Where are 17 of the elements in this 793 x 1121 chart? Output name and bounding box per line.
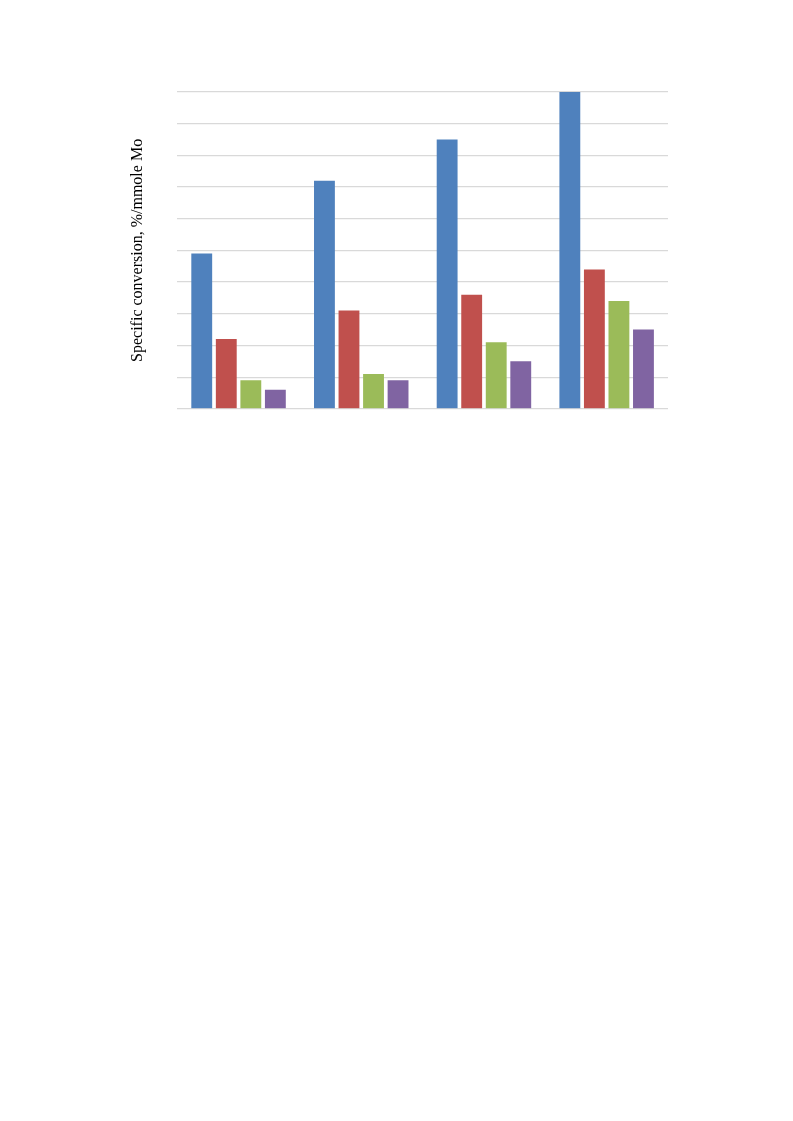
bar xyxy=(363,373,384,409)
bar xyxy=(314,180,335,409)
bar xyxy=(436,139,458,409)
bar xyxy=(485,342,507,409)
bar xyxy=(191,253,213,409)
bar xyxy=(338,310,360,409)
bar xyxy=(583,269,605,409)
bar xyxy=(240,380,262,409)
bar xyxy=(387,380,409,409)
bar xyxy=(633,329,654,409)
bar xyxy=(510,361,532,409)
bar xyxy=(461,294,483,409)
bar xyxy=(559,92,581,409)
bar xyxy=(608,301,630,409)
y-axis-title: Specific conversion, %/mmole Mo xyxy=(127,138,146,362)
bar xyxy=(264,389,286,409)
bar xyxy=(215,339,237,409)
